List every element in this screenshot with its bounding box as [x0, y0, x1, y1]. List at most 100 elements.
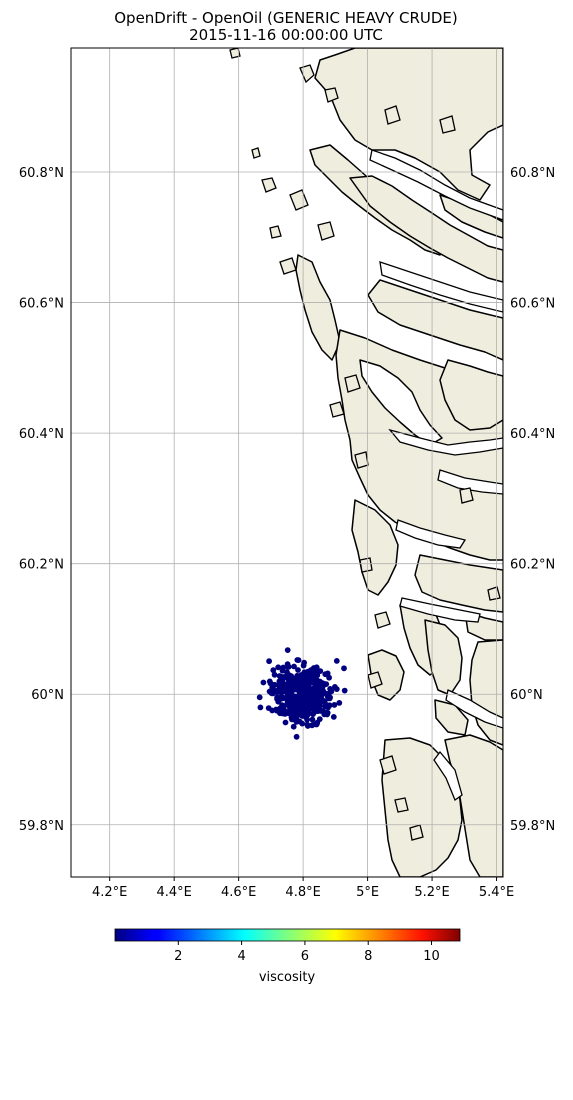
fjord-3: [388, 428, 503, 456]
oil-particle: [271, 681, 278, 688]
tick-label-lat-left: 60.6°N: [19, 297, 64, 312]
skerry-10: [354, 451, 369, 469]
oil-particle: [280, 664, 287, 671]
oil-particle: [302, 692, 309, 699]
oil-particle: [327, 694, 333, 701]
oil-particle: [310, 691, 316, 698]
oil-particle: [322, 671, 329, 678]
land-tysnes: [424, 619, 463, 696]
land-island-mid: [295, 254, 341, 361]
oil-particle: [289, 677, 296, 684]
tick-label-lat-left: 59.8°N: [19, 819, 64, 834]
oil-particle: [266, 658, 272, 665]
oil-particle: [257, 704, 264, 711]
oil-particle: [309, 716, 316, 723]
longitude-labels: 4.2°E 4.4°E 4.6°E 4.8°E 5°E 5.2°E 5.4°E: [92, 877, 514, 900]
oil-particle: [321, 698, 328, 705]
skerry-13: [367, 671, 383, 689]
tick-label-lat-left: 60.8°N: [19, 166, 64, 181]
oil-particle: [294, 657, 301, 663]
oil-particle: [319, 684, 326, 690]
oil-particle: [330, 714, 337, 720]
tick-label-lat-right: 60.2°N: [510, 558, 555, 573]
oil-particle: [289, 700, 295, 706]
land-east-mainland-2: [367, 279, 503, 361]
tick-label-lat-left: 60.2°N: [19, 558, 64, 573]
oil-particle: [285, 710, 292, 717]
oil-particle: [265, 705, 272, 711]
oil-particle: [336, 700, 343, 706]
tick-label-lon: 4.6°E: [221, 885, 256, 900]
skerry-19: [384, 105, 401, 125]
oil-particle: [316, 716, 323, 722]
oil-particle: [291, 686, 297, 693]
skerry-17: [229, 48, 241, 59]
oil-particle: [256, 694, 263, 701]
skerry-11: [359, 557, 373, 573]
oil-particle: [315, 667, 321, 674]
skerry-14: [379, 755, 397, 775]
oil-particle: [293, 733, 300, 740]
oil-particle: [302, 704, 308, 711]
oil-particle: [300, 697, 306, 703]
fjord-5: [395, 519, 467, 549]
fjord-7: [445, 689, 503, 729]
land-north-mainland: [314, 48, 503, 201]
oil-particle: [271, 671, 278, 678]
oil-particle: [280, 706, 287, 713]
latitude-labels-left: 59.8°N 60°N 60.2°N 60.4°N 60.6°N 60.8°N: [19, 166, 64, 834]
tick-label-lat-right: 60.4°N: [510, 427, 555, 442]
land-island-mid-3: [439, 359, 503, 431]
tick-label-lat-right: 60°N: [510, 688, 543, 703]
oil-particle: [266, 688, 273, 695]
oil-particle: [289, 693, 296, 700]
tick-label-lat-left: 60°N: [31, 688, 64, 703]
oil-particle: [341, 665, 347, 672]
tick-label-lat-left: 60.4°N: [19, 427, 64, 442]
oil-particle: [328, 687, 334, 693]
skerry-15: [394, 797, 409, 813]
fjord-4: [437, 469, 503, 495]
tick-label-lat-right: 60.6°N: [510, 297, 555, 312]
oil-particle: [341, 687, 348, 694]
oil-particle: [285, 663, 292, 670]
tick-label-lon: 4.4°E: [156, 885, 191, 900]
oil-particle: [293, 718, 300, 725]
oil-particle: [295, 667, 301, 673]
oil-particle: [276, 678, 283, 685]
skerry-16: [409, 824, 424, 841]
oil-particle: [311, 709, 318, 715]
oil-particle: [301, 659, 307, 666]
colorbar-tick-label: 6: [301, 949, 309, 964]
oil-particle: [282, 719, 289, 726]
oil-particle: [283, 685, 290, 692]
skerry-5: [317, 221, 335, 241]
oil-particle: [306, 668, 313, 675]
fjord-8: [433, 750, 463, 802]
skerry-2: [324, 87, 339, 103]
fjords: [369, 149, 503, 802]
oil-particle: [294, 700, 301, 707]
tick-label-lat-right: 60.8°N: [510, 166, 555, 181]
land-island-north-2: [349, 175, 503, 283]
oil-particle: [266, 678, 273, 685]
oil-particle: [290, 723, 297, 730]
oil-particle: [296, 684, 303, 691]
skerry-3: [261, 177, 277, 193]
oil-particle: [276, 683, 283, 690]
tick-label-lon: 4.2°E: [92, 885, 127, 900]
skerry-6: [279, 257, 297, 275]
oil-particle: [275, 664, 282, 671]
oil-particle: [290, 710, 297, 717]
map-area: [71, 48, 503, 877]
oil-particle: [260, 679, 267, 686]
oil-particle: [333, 658, 340, 664]
skerry-22: [487, 586, 501, 601]
oil-particle: [314, 701, 321, 707]
oil-particle: [309, 722, 315, 729]
skerry-9: [329, 401, 345, 418]
oil-particle: [333, 686, 340, 692]
tick-label-lon: 5.2°E: [414, 885, 449, 900]
oil-particle: [284, 647, 291, 653]
